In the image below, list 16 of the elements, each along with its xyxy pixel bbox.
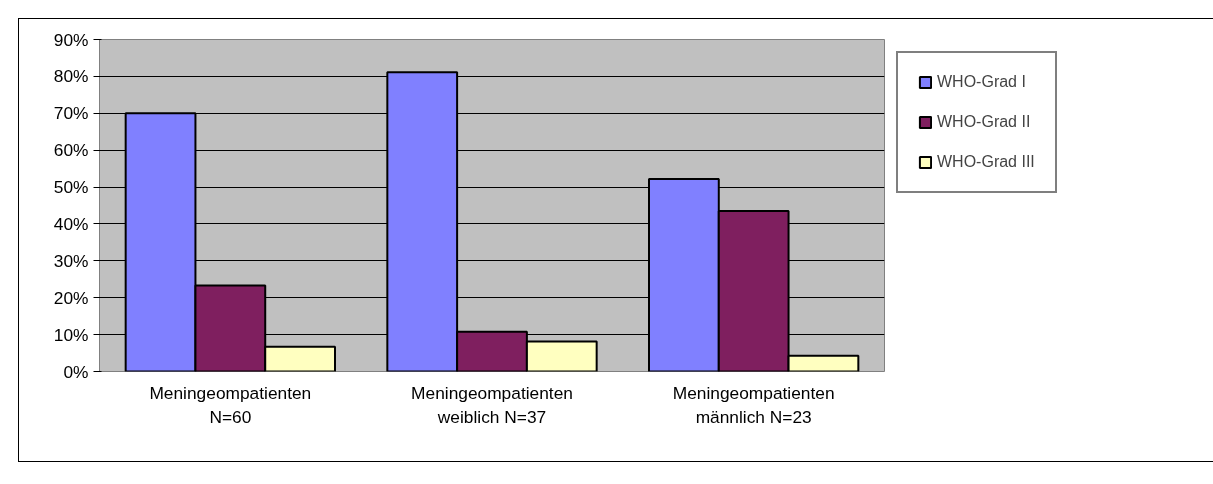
y-tick-label: 80% <box>53 66 89 87</box>
y-tick-label: 20% <box>53 287 89 308</box>
x-tick-label: Meningeompatienten N=60 <box>149 382 312 427</box>
y-tick-label: 30% <box>53 250 89 271</box>
y-tick-label: 70% <box>53 103 89 124</box>
y-tick-label: 40% <box>53 213 89 234</box>
legend-label: WHO-Grad III <box>937 153 1035 171</box>
y-tick-label: 60% <box>53 140 89 161</box>
x-tick-label: Meningeompatienten weiblich N=37 <box>411 382 573 427</box>
y-tick-label: 10% <box>53 324 89 345</box>
y-tick-label: 0% <box>63 361 89 382</box>
legend-label: WHO-Grad II <box>937 113 1031 131</box>
y-tick-label: 90% <box>53 29 89 50</box>
x-tick-label: Meningeompatienten männlich N=23 <box>672 382 835 427</box>
legend-label: WHO-Grad I <box>937 73 1026 91</box>
y-tick-label: 50% <box>53 177 89 198</box>
